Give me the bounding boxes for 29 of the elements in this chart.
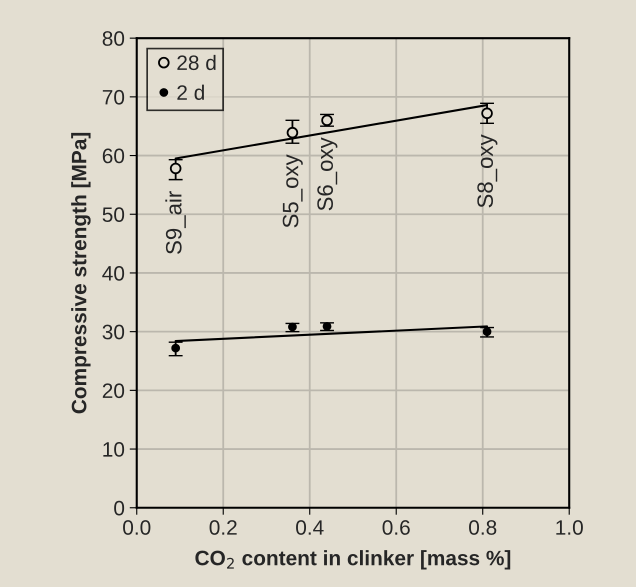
y-tick-label: 70 (102, 90, 124, 105)
x-tick-label: 0.2 (210, 520, 237, 535)
x-tick-label: 0.8 (469, 520, 496, 535)
point (322, 322, 332, 331)
y-tick-label: 40 (102, 266, 124, 281)
annotation: S5_oxy (282, 154, 303, 228)
point (481, 108, 493, 120)
y-tick-label: 30 (102, 324, 124, 340)
y-tick-label: 50 (102, 207, 124, 222)
y-axis-title: Compressive strength [MPa] (71, 132, 91, 414)
legend-label: 2 d (177, 84, 204, 100)
y-tick-label: 80 (102, 31, 124, 46)
legend-label: 28 d (177, 54, 216, 70)
x-tick-label: 1.0 (556, 520, 583, 535)
point (288, 322, 297, 332)
y-tick-label: 20 (102, 383, 124, 398)
x-axis-title: CO$_{2}$ content in clinker [mass %] (195, 550, 510, 570)
x-tick-label: 0.0 (123, 520, 150, 535)
y-tick-label: 0 (114, 500, 124, 516)
point (171, 344, 180, 352)
x-tick-label: 0.6 (382, 520, 410, 535)
y-tick-label: 60 (102, 148, 124, 164)
point (170, 162, 182, 174)
point (286, 126, 298, 138)
annotation: S9_air (165, 191, 186, 254)
annotation: S8_oxy (477, 134, 498, 208)
y-tick-label: 10 (103, 442, 124, 457)
x-tick-label: 0.4 (296, 520, 324, 535)
annotation: S6_oxy (317, 137, 338, 210)
